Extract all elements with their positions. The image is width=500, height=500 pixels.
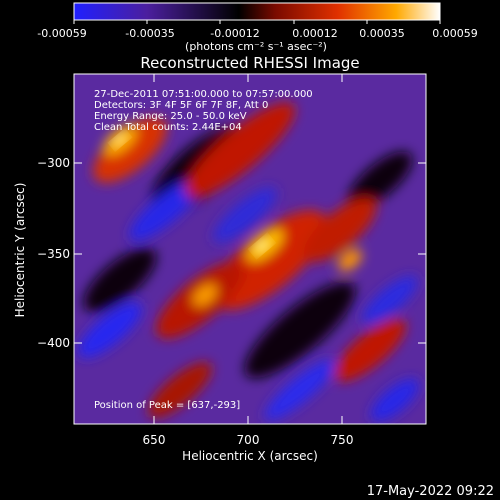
peak-position-label: Position of Peak = [637,-293] — [94, 400, 240, 411]
colorbar-tick-4: 0.00012 — [292, 27, 338, 40]
axis-ticks — [74, 74, 426, 424]
info-detectors: Detectors: 3F 4F 5F 6F 7F 8F, Att 0 — [94, 100, 268, 111]
x-tick-650: 650 — [143, 433, 166, 447]
y-axis-label: Heliocentric Y (arcsec) — [13, 183, 27, 318]
info-time-range: 27-Dec-2011 07:51:00.000 to 07:57:00.000 — [94, 89, 313, 100]
info-energy-range: Energy Range: 25.0 - 50.0 keV — [94, 111, 247, 122]
plot-title: Reconstructed RHESSI Image — [140, 54, 359, 72]
colorbar: -0.00059 -0.00035 -0.00012 0.00012 0.000… — [37, 2, 478, 53]
rhessi-image — [74, 74, 426, 424]
info-total-counts: Clean Total counts: 2.44E+04 — [94, 122, 242, 133]
colorbar-unit-label: (photons cm⁻² s⁻¹ asec⁻²) — [185, 40, 327, 53]
x-tick-700: 700 — [237, 433, 260, 447]
y-tick-minus300: −300 — [37, 156, 70, 170]
y-tick-minus400: −400 — [37, 336, 70, 350]
colorbar-tick-1: -0.00059 — [37, 27, 86, 40]
y-tick-minus350: −350 — [37, 247, 70, 261]
colorbar-gradient — [73, 2, 441, 21]
plot-frame — [73, 73, 427, 425]
x-axis-label: Heliocentric X (arcsec) — [182, 449, 318, 463]
colorbar-tick-3: -0.00012 — [210, 27, 259, 40]
x-tick-750: 750 — [331, 433, 354, 447]
colorbar-tick-5: 0.00035 — [359, 27, 405, 40]
colorbar-tick-6: 0.00059 — [432, 27, 478, 40]
colorbar-tick-2: -0.00035 — [125, 27, 174, 40]
footer-timestamp: 17-May-2022 09:22 — [367, 484, 494, 499]
